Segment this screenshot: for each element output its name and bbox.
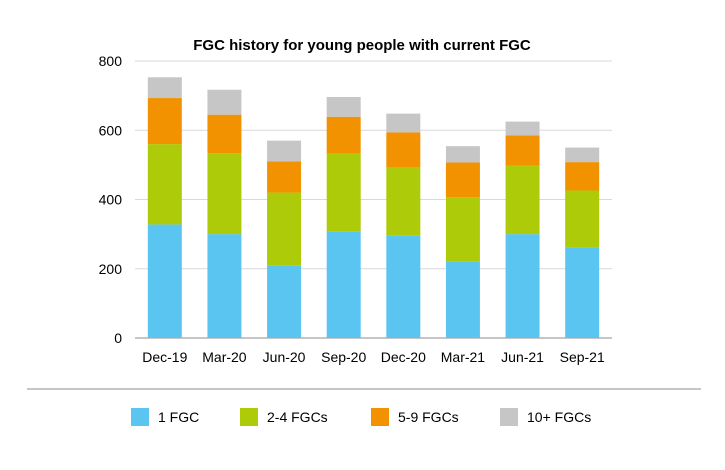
bar-2-4-fgcs-jun-20 — [267, 192, 302, 266]
bar-5-9-fgcs-sep-20 — [326, 116, 361, 154]
x-tick-label: Dec-20 — [381, 349, 426, 365]
bar-1-fgc-jun-20 — [267, 265, 302, 338]
bar-5-9-fgcs-mar-20 — [207, 114, 242, 154]
bar-10-fgcs-sep-20 — [326, 97, 361, 117]
bar-10-fgcs-mar-21 — [445, 146, 480, 163]
y-axis: 0 200 400 600 800 — [99, 53, 123, 346]
bar-1-fgc-jun-21 — [505, 234, 540, 338]
y-tick-label: 0 — [114, 330, 122, 346]
legend-label: 5-9 FGCs — [398, 409, 459, 425]
bar-5-9-fgcs-jun-20 — [267, 161, 302, 193]
y-tick-label: 600 — [99, 122, 123, 138]
legend-swatch — [240, 408, 258, 426]
bar-5-9-fgcs-mar-21 — [445, 162, 480, 198]
legend-swatch — [500, 408, 518, 426]
bar-10-fgcs-jun-21 — [505, 121, 540, 136]
bar-1-fgc-sep-20 — [326, 231, 361, 338]
legend-label: 2-4 FGCs — [267, 409, 328, 425]
bar-10-fgcs-mar-20 — [207, 89, 242, 115]
bar-10-fgcs-sep-21 — [565, 147, 600, 163]
bar-2-4-fgcs-jun-21 — [505, 165, 540, 235]
bars — [147, 77, 600, 338]
bar-5-9-fgcs-dec-20 — [386, 132, 421, 168]
gridlines — [135, 60, 612, 339]
bar-1-fgc-dec-19 — [147, 224, 182, 338]
bar-1-fgc-sep-21 — [565, 247, 600, 338]
bar-1-fgc-mar-21 — [445, 261, 480, 338]
bar-2-4-fgcs-mar-20 — [207, 153, 242, 235]
bar-2-4-fgcs-mar-21 — [445, 197, 480, 262]
y-tick-label: 800 — [99, 53, 123, 69]
x-tick-label: Sep-20 — [321, 349, 366, 365]
legend: 1 FGC 2-4 FGCs 5-9 FGCs 10+ FGCs — [131, 408, 591, 426]
bar-1-fgc-dec-20 — [386, 235, 421, 338]
bar-5-9-fgcs-dec-19 — [147, 98, 182, 145]
x-axis: Dec-19 Mar-20 Jun-20 Sep-20 Dec-20 Mar-21 Jun-… — [142, 349, 605, 365]
x-tick-label: Dec-19 — [142, 349, 187, 365]
legend-swatch — [131, 408, 149, 426]
legend-label: 1 FGC — [158, 409, 199, 425]
x-tick-label: Mar-21 — [441, 349, 486, 365]
bar-1-fgc-mar-20 — [207, 234, 242, 338]
y-tick-label: 200 — [99, 261, 123, 277]
bar-10-fgcs-dec-19 — [147, 77, 182, 99]
x-tick-label: Jun-20 — [263, 349, 306, 365]
x-tick-label: Mar-20 — [202, 349, 247, 365]
legend-label: 10+ FGCs — [527, 409, 591, 425]
x-tick-label: Sep-21 — [560, 349, 605, 365]
bar-2-4-fgcs-sep-21 — [565, 190, 600, 248]
y-tick-label: 400 — [99, 192, 123, 208]
x-tick-label: Jun-21 — [501, 349, 544, 365]
chart-title: FGC history for young people with curren… — [193, 37, 531, 54]
bar-10-fgcs-dec-20 — [386, 113, 421, 133]
legend-swatch — [371, 408, 389, 426]
bar-2-4-fgcs-dec-20 — [386, 167, 421, 236]
bar-2-4-fgcs-dec-19 — [147, 144, 182, 225]
bar-10-fgcs-jun-20 — [267, 140, 302, 162]
bar-5-9-fgcs-jun-21 — [505, 135, 540, 166]
bar-5-9-fgcs-sep-21 — [565, 162, 600, 191]
bar-2-4-fgcs-sep-20 — [326, 153, 361, 232]
